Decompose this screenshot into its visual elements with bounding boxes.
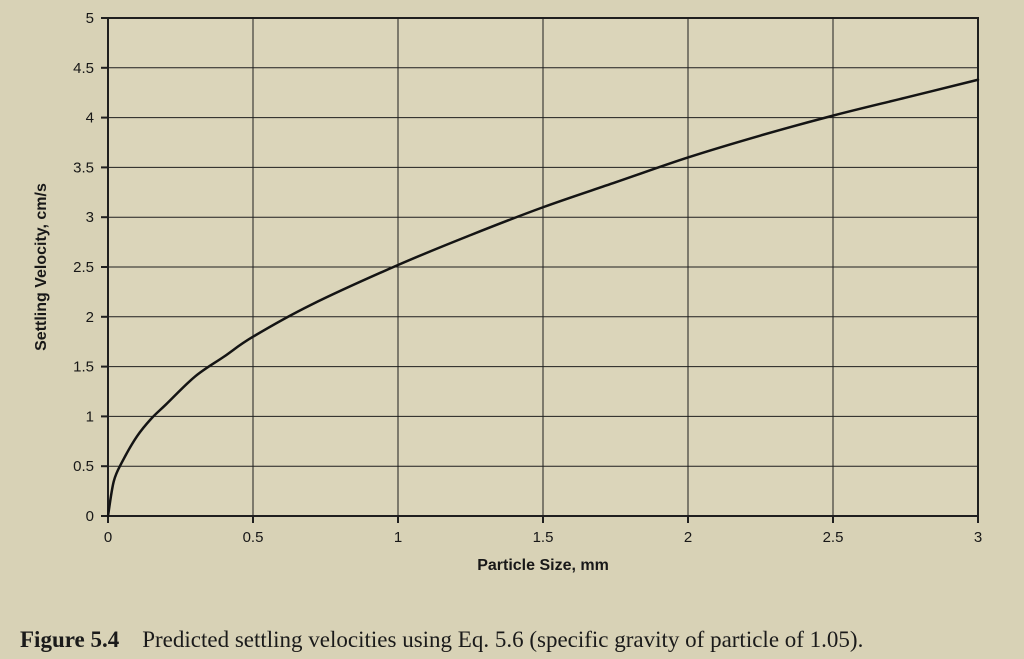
y-tick-label: 3.5 xyxy=(73,159,94,176)
settling-velocity-chart: 0 0.5 1 1.5 2 2.5 3 0 0.5 1 1.5 2 2.5 3 3.5 4 4.5 5 Partic… xyxy=(0,0,1024,600)
x-tick-label: 1.5 xyxy=(533,529,554,546)
y-tick-label: 5 xyxy=(86,10,94,27)
x-tick-label: 3 xyxy=(974,529,982,546)
y-tick-label: 2 xyxy=(86,309,94,326)
figure-container: { "chart": { "type": "line", "background… xyxy=(0,0,1024,659)
x-tick-label: 2.5 xyxy=(823,529,844,546)
figure-caption-text: Predicted settling velocities using Eq. … xyxy=(142,627,863,652)
y-tick-label: 4.5 xyxy=(73,60,94,77)
figure-caption: Figure 5.4 Predicted settling velocities… xyxy=(20,627,1016,653)
x-tick-label: 2 xyxy=(684,529,692,546)
y-tick-label: 3 xyxy=(86,209,94,226)
x-axis-label: Particle Size, mm xyxy=(477,557,609,574)
y-tick-label: 4 xyxy=(86,110,94,127)
y-tick-label: 2.5 xyxy=(73,259,94,276)
y-tick-label: 0.5 xyxy=(73,458,94,475)
y-tick-label: 1 xyxy=(86,408,94,425)
x-tick-label: 0.5 xyxy=(243,529,264,546)
y-axis-label: Settling Velocity, cm/s xyxy=(33,183,50,351)
chart-area: 0 0.5 1 1.5 2 2.5 3 0 0.5 1 1.5 2 2.5 3 3.5 4 4.5 5 Partic… xyxy=(0,0,1024,600)
y-tick-label: 1.5 xyxy=(73,359,94,376)
x-tick-label: 0 xyxy=(104,529,112,546)
x-tick-label: 1 xyxy=(394,529,402,546)
y-tick-label: 0 xyxy=(86,508,94,525)
figure-caption-spacer xyxy=(125,627,137,652)
figure-label: Figure 5.4 xyxy=(20,627,119,652)
